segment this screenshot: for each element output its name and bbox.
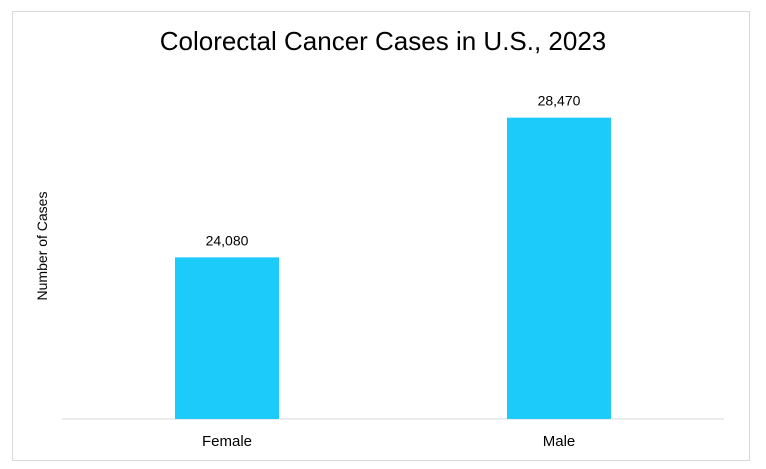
x-tick-label-female: Female xyxy=(202,433,252,450)
data-label-male: 28,470 xyxy=(538,93,581,109)
x-tick-label-male: Male xyxy=(543,433,576,450)
chart-title: Colorectal Cancer Cases in U.S., 2023 xyxy=(159,26,607,56)
data-label-female: 24,080 xyxy=(206,232,249,248)
chart-frame xyxy=(12,11,750,461)
bar-female xyxy=(175,257,279,419)
bar-male xyxy=(507,117,611,419)
